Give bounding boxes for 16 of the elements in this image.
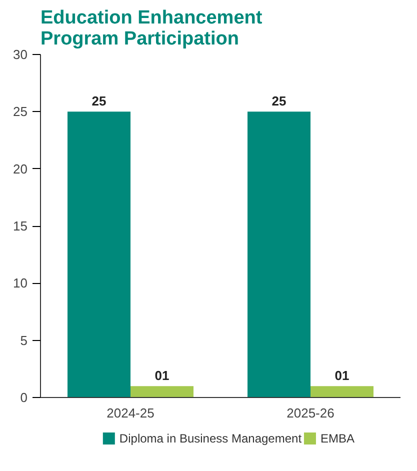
x-tick-label: 2024-25	[106, 406, 154, 420]
y-tick-label: 15	[13, 218, 28, 234]
legend-label: Diploma in Business Management	[119, 432, 302, 446]
y-tick-label: 25	[13, 104, 28, 120]
data-label: 01	[154, 368, 170, 384]
y-tick-label: 0	[20, 390, 28, 405]
data-label: 01	[334, 368, 350, 384]
y-tick-label: 5	[20, 332, 28, 348]
chart-title: Education Enhancement Program Participation	[40, 8, 263, 50]
data-label: 25	[272, 94, 286, 109]
x-tick-label: 2025-26	[286, 406, 334, 420]
y-tick-label: 10	[13, 276, 28, 291]
data-label: 25	[92, 94, 106, 109]
y-tick-label: 30	[13, 47, 28, 62]
y-tick-label: 20	[13, 161, 28, 176]
legend-label: EMBA	[320, 432, 355, 446]
